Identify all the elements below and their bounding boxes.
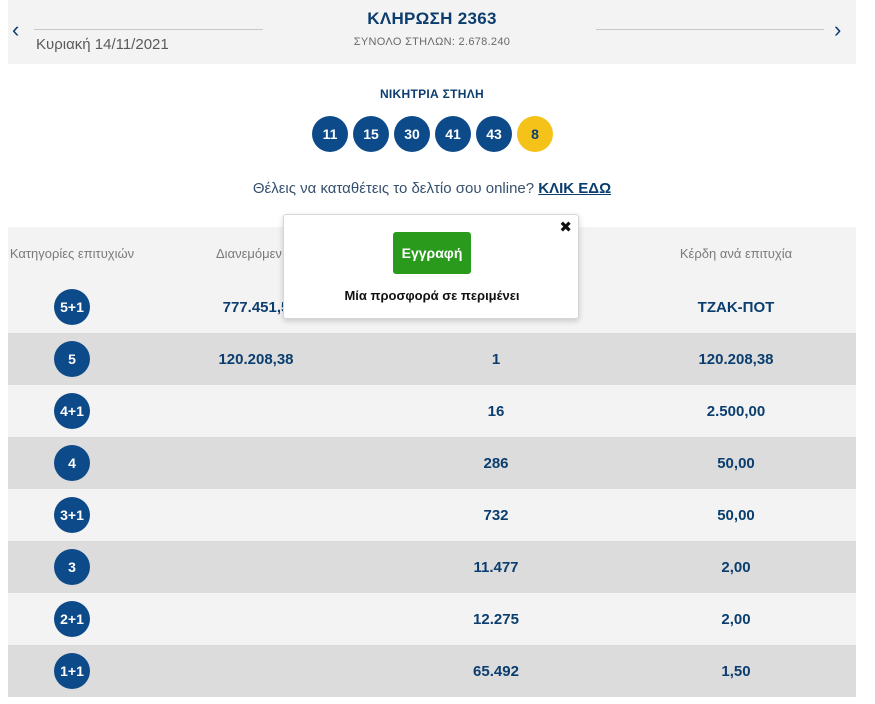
winners-cell: 732	[483, 506, 509, 524]
number-ball: 15	[353, 116, 389, 152]
register-button[interactable]: Εγγραφή	[393, 232, 471, 274]
distributed-cell	[136, 489, 376, 541]
category-badge: 4+1	[54, 393, 90, 429]
prize-cell: 1,50	[721, 662, 751, 680]
winning-numbers: 11 15 30 41 43 8	[312, 116, 553, 152]
number-ball: 30	[394, 116, 430, 152]
category-cell: 3	[8, 541, 136, 593]
number-ball: 11	[312, 116, 348, 152]
category-cell: 1+1	[8, 645, 136, 697]
category-badge: 2+1	[54, 601, 90, 637]
online-ticket-prompt: Θέλεις να καταθέτεις το δελτίο σου onlin…	[0, 180, 864, 197]
bonus-ball: 8	[517, 116, 553, 152]
chevron-left-icon[interactable]: ‹	[12, 17, 20, 42]
table-row: 2+1 12.275 2,00	[8, 593, 856, 645]
category-cell: 4+1	[8, 385, 136, 437]
winners-cell: 1	[491, 350, 501, 368]
draw-header: ‹ Κυριακή 14/11/2021 ΚΛΗΡΩΣΗ 2363 ΣΥΝΟΛΟ…	[8, 0, 856, 64]
category-badge: 5+1	[54, 289, 90, 325]
winners-cell: 11.477	[473, 558, 519, 576]
header-prize: Κέρδη ανά επιτυχία	[679, 246, 793, 261]
prize-cell: 2.500,00	[706, 402, 766, 420]
category-badge: 4	[54, 445, 90, 481]
winners-cell: 65.492	[473, 662, 519, 680]
table-row: 3+1 732 50,00	[8, 489, 856, 541]
winners-cell: 12.275	[473, 610, 519, 628]
distributed-cell: 120.208,38	[218, 350, 294, 368]
header-distributed: Διανεμόμεν	[216, 246, 282, 261]
chevron-right-icon[interactable]: ›	[834, 17, 842, 42]
category-cell: 5+1	[8, 281, 136, 333]
distributed-cell	[136, 437, 376, 489]
prize-cell: 50,00	[717, 454, 755, 472]
category-cell: 3+1	[8, 489, 136, 541]
table-row: 4 286 50,00	[8, 437, 856, 489]
winners-cell: 16	[487, 402, 505, 420]
category-badge: 3+1	[54, 497, 90, 533]
prize-cell: ΤΖΑΚ-ΠΟΤ	[697, 298, 775, 316]
number-ball: 43	[476, 116, 512, 152]
draw-date: Κυριακή 14/11/2021	[36, 36, 169, 53]
distributed-cell	[136, 385, 376, 437]
category-badge: 5	[54, 341, 90, 377]
table-row: 3 11.477 2,00	[8, 541, 856, 593]
table-row: 1+1 65.492 1,50	[8, 645, 856, 697]
prize-cell: 50,00	[717, 506, 755, 524]
winners-cell: 286	[483, 454, 509, 472]
category-badge: 1+1	[54, 653, 90, 689]
cta-text: Θέλεις να καταθέτεις το δελτίο σου onlin…	[252, 180, 539, 197]
distributed-cell: 777.451,5	[222, 298, 290, 316]
distributed-cell	[136, 593, 376, 645]
total-columns: ΣΥΝΟΛΟ ΣΤΗΛΩΝ: 2.678.240	[353, 36, 511, 48]
draw-title: ΚΛΗΡΩΣΗ 2363	[367, 9, 497, 28]
prize-cell: 2,00	[721, 558, 751, 576]
header-divider-right	[596, 29, 824, 30]
prize-cell: 120.208,38	[698, 350, 774, 368]
number-ball: 41	[435, 116, 471, 152]
category-cell: 4	[8, 437, 136, 489]
promo-popup: ✖ Εγγραφή Μία προσφορά σε περιμένει	[283, 214, 579, 319]
click-here-link[interactable]: ΚΛΙΚ ΕΔΩ	[538, 180, 612, 197]
header-category: Κατηγορίες επιτυχιών	[9, 246, 135, 261]
offer-text: Μία προσφορά σε περιμένει	[344, 288, 520, 303]
table-row: 4+1 16 2.500,00	[8, 385, 856, 437]
distributed-cell	[136, 541, 376, 593]
table-row: 5 120.208,38 1 120.208,38	[8, 333, 856, 385]
distributed-cell	[136, 645, 376, 697]
close-icon[interactable]: ✖	[559, 219, 572, 236]
prize-cell: 2,00	[721, 610, 751, 628]
winning-column-label: ΝΙΚΗΤΡΙΑ ΣΤΗΛΗ	[379, 87, 485, 101]
category-badge: 3	[54, 549, 90, 585]
header-divider-left	[34, 29, 263, 30]
category-cell: 5	[8, 333, 136, 385]
category-cell: 2+1	[8, 593, 136, 645]
